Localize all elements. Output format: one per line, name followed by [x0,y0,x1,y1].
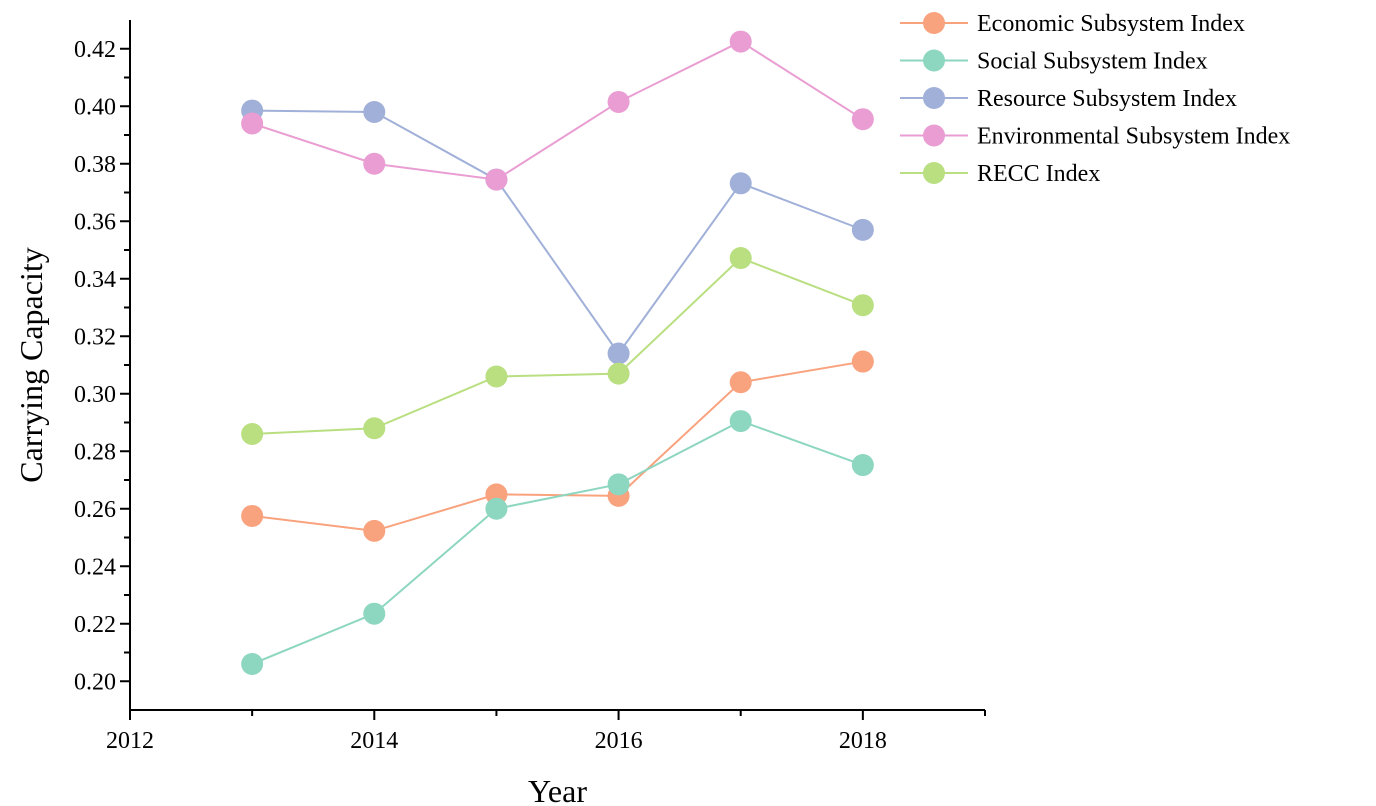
data-point [607,362,630,385]
legend: Economic Subsystem Index Social Subsystem… [900,11,1290,187]
data-point [851,350,874,373]
series-line [252,109,864,356]
x-tick-label: 2016 [595,728,643,754]
data-point [851,108,874,131]
data-point [851,218,874,241]
legend-swatch-marker [923,162,945,184]
legend-label: RECC Index [977,161,1100,187]
data-point [363,602,386,625]
data-point [851,294,874,317]
axes: 0.20 0.22 0.24 0.26 0.28 0.30 0.32 0.34 0.36 0.38… [13,20,986,806]
data-point [485,168,508,191]
legend-label: Social Subsystem Index [977,49,1208,75]
data-point [363,101,386,123]
y-tick-label: 0.24 [74,554,116,580]
x-axis-title: Year [528,773,587,806]
data-point [729,371,752,394]
data-point [607,473,630,496]
y-tick-label: 0.20 [74,669,116,695]
series-line [251,40,864,181]
data-point [607,342,630,365]
y-axis-title: Carrying Capacity [13,247,49,482]
legend-label: Economic Subsystem Index [977,11,1245,37]
x-tick-label: 2012 [106,728,154,754]
y-tick-label: 0.28 [74,439,116,465]
legend-swatch-marker [923,49,945,72]
data-point [729,410,752,433]
y-tick-label: 0.36 [74,209,116,235]
data-point [729,247,752,270]
y-tick-label: 0.40 [74,94,116,120]
legend-label: Environmental Subsystem Index [977,124,1290,150]
y-tick-label: 0.42 [74,37,116,63]
data-point [241,112,264,135]
data-point [241,423,264,445]
data-point [851,454,874,477]
y-tick-label: 0.38 [74,152,116,178]
data-point [363,417,386,440]
data-point [485,365,508,388]
y-tick-label: 0.34 [74,267,116,293]
x-tick-label: 2014 [350,728,398,754]
data-point [363,519,386,542]
series-line [252,360,864,532]
series-lines [251,40,864,665]
legend-swatch-marker [923,12,945,34]
data-point [241,504,264,527]
series-points [241,30,874,675]
data-point [607,90,630,113]
y-tick-label: 0.26 [74,497,116,523]
series-line [251,419,864,665]
data-point [485,497,508,520]
data-point [241,653,264,675]
legend-swatch-marker [923,87,945,109]
y-tick-label: 0.30 [74,382,116,408]
data-point [363,152,386,175]
y-tick-label: 0.22 [74,612,116,638]
y-tick-label: 0.32 [74,324,116,350]
x-tick-label: 2018 [839,728,887,754]
data-point [729,30,752,53]
legend-label: Resource Subsystem Index [977,86,1237,112]
legend-swatch-marker [923,124,945,147]
series-line [252,256,864,435]
data-point [729,172,752,195]
